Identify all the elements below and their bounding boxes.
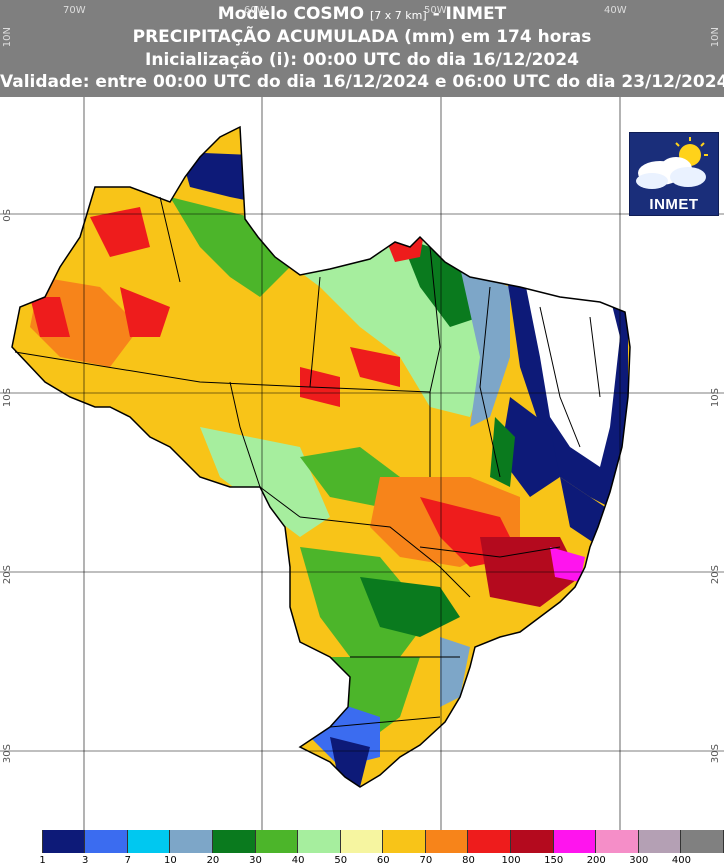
lat-label-30s-right: 30S <box>710 744 721 764</box>
legend-swatch <box>383 830 426 853</box>
legend-label: 200 <box>586 855 606 866</box>
map-header: Modelo COSMO [7 x 7 km] - INMET PRECIPIT… <box>0 0 724 97</box>
legend-label: 60 <box>376 855 390 866</box>
legend-swatch <box>85 830 128 853</box>
legend-label: 40 <box>291 855 305 866</box>
legend-swatch <box>511 830 554 853</box>
legend-swatch <box>170 830 213 853</box>
graticule <box>0 97 724 830</box>
legend-swatch <box>468 830 512 853</box>
lat-label-0s-left: 0S <box>2 209 13 222</box>
title-resolution: [7 x 7 km] <box>369 9 427 22</box>
brazil-border <box>11 125 631 788</box>
legend-swatch <box>42 830 86 853</box>
inmet-logo: INMET <box>629 132 719 216</box>
lat-label-20s-left: 20S <box>2 565 13 585</box>
title-validity: Validade: entre 00:00 UTC do dia 16/12/2… <box>0 72 724 92</box>
legend-label: 150 <box>544 855 564 866</box>
title-variable: PRECIPITAÇÃO ACUMULADA (mm) em 174 horas <box>132 27 592 47</box>
lat-label-10s-right: 10S <box>710 388 721 408</box>
legend-label: 30 <box>249 855 262 866</box>
brazil-precip-field <box>12 127 630 787</box>
legend-label: 70 <box>419 855 433 866</box>
legend-label: 300 <box>629 855 649 866</box>
lat-label-10n-right: 10N <box>710 27 721 48</box>
legend-label: 10 <box>163 855 177 866</box>
title-institute: - INMET <box>432 4 507 24</box>
map-area: 70W 60W 50W 40W 10N 10N 0S 10S 10S 20S 2… <box>0 5 724 830</box>
legend-label: 400 <box>671 855 691 866</box>
legend-swatch <box>638 830 682 853</box>
legend-label: 20 <box>206 855 220 866</box>
legend-swatch <box>212 830 256 853</box>
legend-swatch <box>340 830 384 853</box>
state-borders <box>14 196 601 728</box>
legend-swatch <box>0 830 43 853</box>
lon-label-40w-top: 40W <box>604 5 627 16</box>
title-model: Modelo COSMO [7 x 7 km] - INMET <box>0 4 724 26</box>
legend-swatch <box>127 830 171 853</box>
legend-label: 80 <box>462 855 475 866</box>
color-legend: 1 3 7 10 20 30 40 50 60 70 80 100 150 200 300 400 <box>0 830 724 867</box>
precipitation-map <box>0 97 724 830</box>
legend-label: 50 <box>334 855 348 866</box>
legend-label: 100 <box>501 855 521 866</box>
lat-label-30s-left: 30S <box>2 744 13 764</box>
lon-label-60w-top: 60W <box>244 5 267 16</box>
legend-swatch <box>255 830 299 853</box>
legend-swatch <box>596 830 639 853</box>
legend-label: 1 <box>39 855 46 866</box>
lon-label-50w-top: 50W <box>424 5 447 16</box>
legend-label: 7 <box>124 855 131 866</box>
legend-swatch <box>681 830 724 853</box>
title-model-name: Modelo COSMO <box>217 4 365 24</box>
legend-swatch <box>425 830 469 853</box>
lat-label-10n-left: 10N <box>2 27 13 48</box>
lat-label-20s-right: 20S <box>710 565 721 585</box>
legend-swatch <box>553 830 597 853</box>
legend-label: 3 <box>81 855 89 866</box>
title-initialization: Inicialização (i): 00:00 UTC do dia 16/1… <box>145 50 579 70</box>
cloud-sun-icon <box>636 137 708 189</box>
legend-swatch <box>298 830 341 853</box>
lat-label-10s-left: 10S <box>2 388 13 408</box>
logo-text: INMET <box>649 196 699 213</box>
lon-label-70w-top: 70W <box>63 5 86 16</box>
